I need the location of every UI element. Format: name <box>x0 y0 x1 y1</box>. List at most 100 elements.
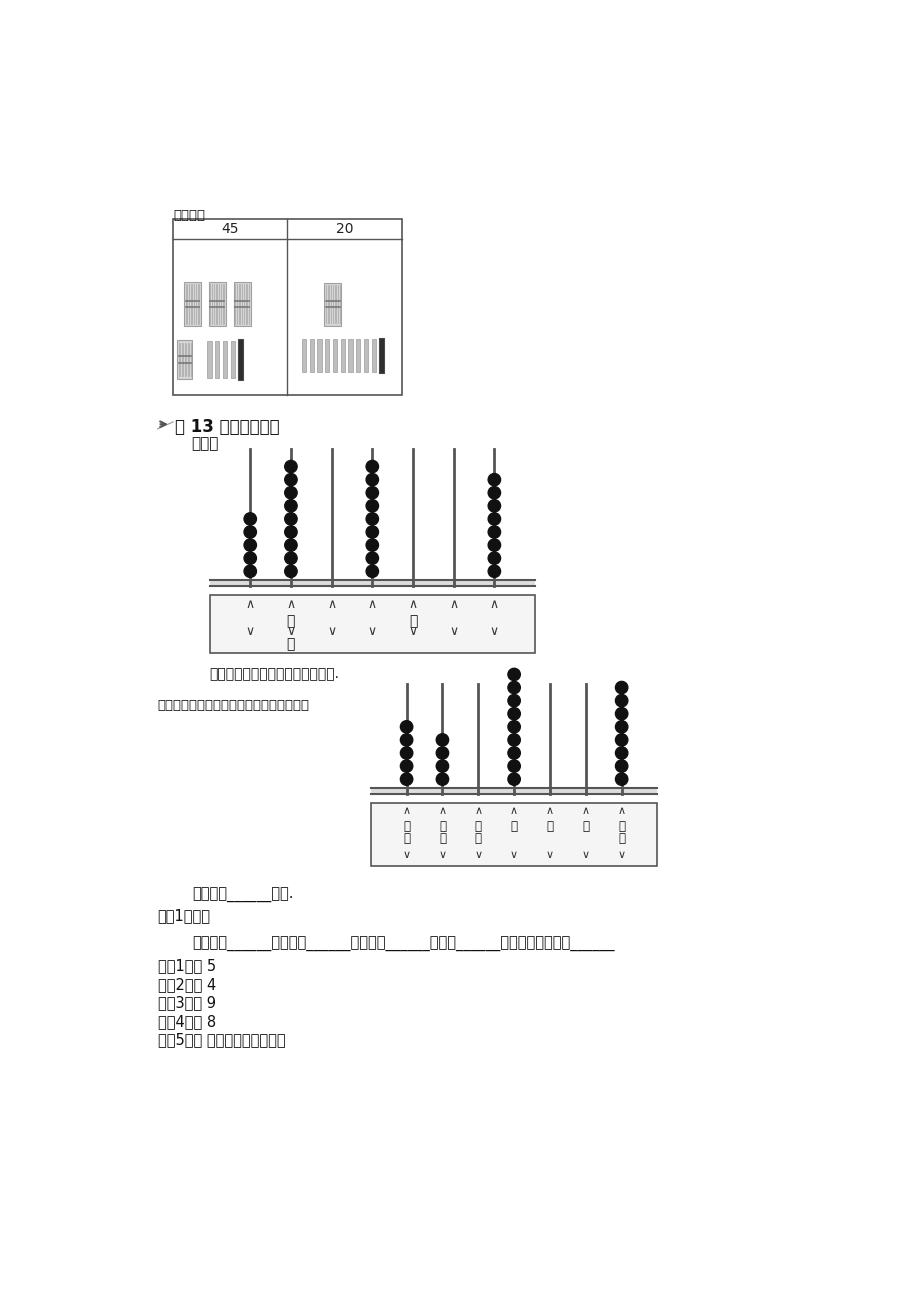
Text: ∨: ∨ <box>403 850 410 859</box>
Circle shape <box>400 720 413 733</box>
Circle shape <box>488 539 500 551</box>
Circle shape <box>488 526 500 538</box>
Text: 万: 万 <box>474 832 482 845</box>
Text: 填一填: 填一填 <box>191 436 218 452</box>
Circle shape <box>436 773 448 785</box>
Text: 解：算盘上空缺的计数单位补充完整如下：: 解：算盘上空缺的计数单位补充完整如下： <box>157 699 310 712</box>
Text: 十: 十 <box>618 820 625 833</box>
Circle shape <box>284 500 297 512</box>
Circle shape <box>244 552 256 564</box>
Bar <box>207 341 211 378</box>
Circle shape <box>284 552 297 564</box>
Circle shape <box>366 474 378 486</box>
Bar <box>371 340 376 372</box>
Bar <box>215 341 220 378</box>
Circle shape <box>507 668 520 681</box>
Circle shape <box>284 474 297 486</box>
Circle shape <box>488 513 500 525</box>
Text: ∨: ∨ <box>581 850 589 859</box>
Text: ∨: ∨ <box>368 625 377 638</box>
Bar <box>370 788 657 794</box>
Circle shape <box>615 694 627 707</box>
Text: 千: 千 <box>408 615 416 629</box>
Bar <box>238 340 243 380</box>
Text: 【第1空】 5: 【第1空】 5 <box>157 958 216 974</box>
Text: ∧: ∧ <box>473 806 482 816</box>
Text: 个: 个 <box>618 832 625 845</box>
Circle shape <box>244 539 256 551</box>
Circle shape <box>366 526 378 538</box>
Circle shape <box>284 565 297 577</box>
Text: 百: 百 <box>438 820 446 833</box>
Circle shape <box>366 487 378 499</box>
Circle shape <box>615 773 627 785</box>
Text: 千: 千 <box>403 820 410 833</box>
Circle shape <box>507 707 520 720</box>
Text: 千: 千 <box>546 820 553 833</box>
Text: ∧: ∧ <box>489 598 498 611</box>
Circle shape <box>615 707 627 720</box>
Circle shape <box>488 552 500 564</box>
Text: 这个数是______位数.: 这个数是______位数. <box>192 888 294 902</box>
Bar <box>231 341 234 378</box>
Text: 百: 百 <box>582 820 589 833</box>
Bar <box>173 219 402 395</box>
Text: 万: 万 <box>287 637 295 651</box>
Circle shape <box>436 760 448 772</box>
Circle shape <box>507 734 520 746</box>
Text: ∧: ∧ <box>403 806 410 816</box>
Circle shape <box>615 734 627 746</box>
Text: ∧: ∧ <box>326 598 335 611</box>
Text: 【第5空】 五千四百万九千零八: 【第5空】 五千四百万九千零八 <box>157 1032 285 1048</box>
Circle shape <box>507 773 520 785</box>
Bar <box>356 340 360 372</box>
Text: ∨: ∨ <box>473 850 482 859</box>
Bar <box>301 340 306 372</box>
Bar <box>310 340 313 372</box>
Bar <box>222 341 227 378</box>
Bar <box>233 281 250 327</box>
Circle shape <box>507 747 520 759</box>
Circle shape <box>400 760 413 772</box>
Circle shape <box>366 539 378 551</box>
Circle shape <box>244 526 256 538</box>
Circle shape <box>366 500 378 512</box>
Circle shape <box>488 565 500 577</box>
Circle shape <box>507 720 520 733</box>
Text: ∨: ∨ <box>286 625 295 638</box>
Circle shape <box>284 487 297 499</box>
Circle shape <box>507 681 520 694</box>
Text: ∧: ∧ <box>509 806 517 816</box>
Circle shape <box>436 747 448 759</box>
Text: ∨: ∨ <box>408 625 417 638</box>
Bar <box>324 340 329 372</box>
Bar <box>184 281 201 327</box>
Bar <box>333 340 337 372</box>
Circle shape <box>400 747 413 759</box>
Circle shape <box>615 760 627 772</box>
Bar <box>370 803 657 866</box>
Text: ∧: ∧ <box>408 598 417 611</box>
Text: ∨: ∨ <box>489 625 498 638</box>
Circle shape <box>366 565 378 577</box>
Text: 这个数是______个千万，______个百万，______个千和______个一组成的，读作______: 这个数是______个千万，______个百万，______个千和______个… <box>192 937 614 952</box>
Text: 【第4空】 8: 【第4空】 8 <box>157 1014 216 1029</box>
Circle shape <box>615 681 627 694</box>
Circle shape <box>284 539 297 551</box>
Circle shape <box>507 760 520 772</box>
Circle shape <box>507 694 520 707</box>
Text: ∧: ∧ <box>368 598 377 611</box>
Bar <box>364 340 368 372</box>
Circle shape <box>400 773 413 785</box>
Bar <box>317 340 322 372</box>
Text: ∨: ∨ <box>326 625 335 638</box>
Circle shape <box>284 513 297 525</box>
Text: ∨: ∨ <box>437 850 446 859</box>
Circle shape <box>488 474 500 486</box>
Text: 【第3空】 9: 【第3空】 9 <box>157 996 215 1010</box>
Bar <box>348 340 352 372</box>
Text: 第 13 题【综合题】: 第 13 题【综合题】 <box>176 418 279 436</box>
Text: 【第2空】 4: 【第2空】 4 <box>157 976 216 992</box>
Text: ∧: ∧ <box>448 598 458 611</box>
Text: ∨: ∨ <box>245 625 255 638</box>
